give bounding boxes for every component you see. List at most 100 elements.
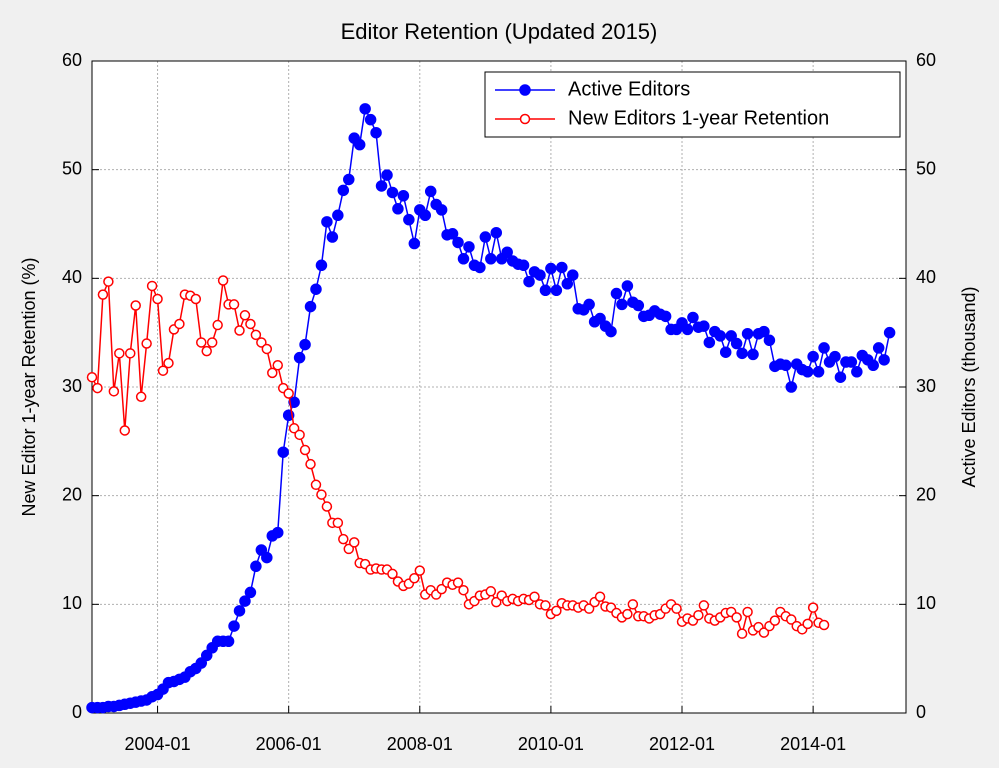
data-point <box>397 189 410 202</box>
data-point <box>310 479 322 491</box>
data-point <box>780 359 792 372</box>
legend: Active Editors New Editors 1-year Retenti… <box>484 71 901 138</box>
data-point <box>288 423 300 434</box>
data-point <box>272 360 283 371</box>
data-point <box>867 359 879 372</box>
data-point <box>583 298 595 311</box>
data-point <box>92 382 103 394</box>
data-point <box>359 103 371 115</box>
data-point <box>698 600 710 611</box>
data-point <box>621 280 634 292</box>
data-point <box>419 209 431 222</box>
data-point <box>157 365 169 376</box>
data-point <box>539 284 552 297</box>
data-point <box>610 287 623 300</box>
data-point <box>239 595 251 607</box>
data-point <box>152 293 163 305</box>
data-point <box>659 310 672 323</box>
data-point <box>474 261 486 274</box>
y2-tick-label: 40 <box>916 267 936 287</box>
data-point <box>818 342 830 354</box>
data-point <box>234 325 245 336</box>
data-point <box>239 310 251 321</box>
data-point <box>540 600 551 611</box>
data-point <box>457 253 470 265</box>
data-point <box>108 386 120 397</box>
x-tick-label: 2004-01 <box>125 734 191 754</box>
data-point <box>332 517 344 529</box>
data-point <box>594 312 606 325</box>
data-point <box>332 209 344 222</box>
data-point <box>174 318 185 330</box>
data-point <box>551 605 562 617</box>
data-point <box>446 228 459 240</box>
data-point <box>130 300 141 311</box>
data-point <box>763 334 776 347</box>
data-point <box>299 338 311 351</box>
data-point <box>228 299 240 310</box>
data-point <box>305 458 316 470</box>
data-point <box>485 253 497 265</box>
data-point <box>452 236 464 249</box>
data-point <box>353 138 366 151</box>
data-point <box>408 237 421 250</box>
data-point <box>386 186 399 199</box>
data-point <box>201 345 212 357</box>
data-point <box>261 343 273 355</box>
data-point <box>627 599 639 610</box>
data-point <box>818 619 830 631</box>
data-point <box>409 573 420 584</box>
data-point <box>261 551 273 564</box>
chart-title: Editor Retention (Updated 2015) <box>341 19 658 44</box>
data-point <box>490 226 503 239</box>
data-point <box>534 269 546 281</box>
data-point <box>807 350 819 363</box>
data-point <box>714 330 727 342</box>
data-point <box>725 330 737 342</box>
y2-tick-label: 50 <box>916 158 936 178</box>
data-point <box>567 269 579 281</box>
data-point <box>807 602 819 613</box>
data-point <box>829 350 841 363</box>
data-point <box>698 320 710 332</box>
y2-axis-label: Active Editors (thousand) <box>959 286 979 487</box>
data-point <box>801 366 814 378</box>
data-point <box>452 577 464 588</box>
data-point <box>103 276 114 287</box>
legend-label: New Editors 1-year Retention <box>568 107 829 129</box>
data-point <box>375 180 388 192</box>
data-point <box>545 262 557 275</box>
data-point <box>414 565 426 576</box>
data-point <box>458 584 469 596</box>
data-point <box>730 337 743 350</box>
data-point <box>747 348 759 361</box>
data-point <box>517 259 530 272</box>
data-point <box>681 323 694 336</box>
data-point <box>463 241 475 253</box>
data-point <box>310 283 322 295</box>
y-tick-label: 10 <box>62 593 82 613</box>
data-point <box>212 319 223 331</box>
y2-tick-label: 0 <box>916 702 926 722</box>
data-point <box>878 354 890 366</box>
legend-box <box>484 71 901 138</box>
y-tick-label: 50 <box>62 158 82 178</box>
data-point <box>381 169 393 181</box>
data-point <box>742 606 753 618</box>
data-point <box>719 346 732 358</box>
legend-marker <box>519 84 531 96</box>
data-point <box>250 560 262 573</box>
data-point <box>501 246 513 259</box>
data-point <box>277 446 289 458</box>
data-point <box>250 329 262 341</box>
data-point <box>872 342 885 354</box>
data-point <box>244 586 257 599</box>
data-point <box>135 391 147 403</box>
data-point <box>124 348 136 359</box>
data-point <box>693 609 704 621</box>
x-tick-label: 2014-01 <box>780 734 846 754</box>
data-point <box>785 381 798 393</box>
data-point <box>812 366 825 378</box>
data-point <box>491 596 502 608</box>
data-point <box>769 615 781 626</box>
